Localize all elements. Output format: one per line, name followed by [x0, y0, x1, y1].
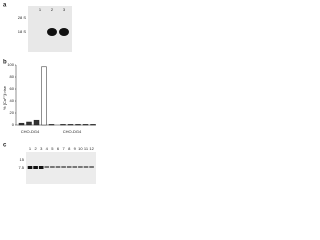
bar — [18, 122, 25, 126]
panel-label: a — [3, 3, 7, 9]
bar — [33, 119, 40, 126]
marker-label: 15 — [20, 157, 25, 162]
band — [50, 166, 55, 168]
y-tick-label: 20 — [10, 110, 15, 115]
lane-label: 1 — [39, 7, 42, 12]
band — [78, 166, 83, 168]
lane-label: 4 — [46, 146, 49, 151]
lane-label: 2 — [51, 7, 54, 12]
band — [66, 166, 72, 168]
band — [38, 166, 44, 169]
y-tick-label: 80 — [10, 74, 15, 79]
figure: a 28 S 18 S b % [Ca²⁺]i rise CHO-DG4 CHO… — [2, 3, 96, 184]
lane-label: 1 — [29, 146, 32, 151]
band — [72, 166, 78, 168]
band — [33, 166, 38, 169]
bar — [41, 66, 47, 126]
group-label: CHO-DG4 — [63, 129, 82, 134]
band — [44, 166, 50, 168]
lane-label: 6 — [57, 146, 60, 151]
band — [27, 166, 33, 169]
panel-label: b — [3, 60, 7, 66]
lane-label: 2 — [34, 146, 37, 151]
group-label: CHO-DG4 — [21, 129, 40, 134]
y-tick-label: 40 — [10, 98, 15, 103]
marker-label: 18 S — [18, 29, 27, 34]
lane-label: 10 — [78, 146, 83, 151]
bar — [26, 121, 32, 126]
band — [61, 166, 66, 168]
bar — [67, 124, 74, 126]
lane-label: 3 — [40, 146, 43, 151]
y-tick-label: 0 — [12, 122, 15, 127]
y-tick-label: 100 — [7, 62, 14, 67]
lane-label: 5 — [51, 146, 54, 151]
band — [89, 166, 94, 168]
bar — [60, 124, 66, 126]
marker-label: 7.5 — [18, 165, 24, 170]
lane-label: 11 — [84, 146, 89, 151]
lane-label: 8 — [68, 146, 71, 151]
panel-label: c — [3, 143, 7, 149]
lane-label: 12 — [89, 146, 94, 151]
band — [47, 28, 57, 36]
band — [59, 28, 69, 36]
y-axis-label: % [Ca²⁺]i rise — [2, 85, 7, 110]
bar — [75, 124, 81, 126]
bar — [90, 124, 96, 126]
bar — [82, 124, 89, 126]
band — [83, 166, 89, 168]
bar — [48, 124, 55, 126]
marker-label: 28 S — [18, 15, 27, 20]
band — [55, 166, 61, 168]
y-tick-label: 60 — [10, 86, 15, 91]
lane-label: 9 — [74, 146, 77, 151]
lane-label: 3 — [63, 7, 66, 12]
lane-label: 7 — [62, 146, 65, 151]
